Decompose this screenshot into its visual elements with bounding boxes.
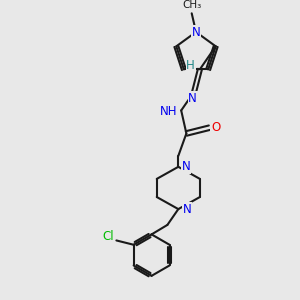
Text: H: H xyxy=(186,58,195,71)
Text: CH₃: CH₃ xyxy=(182,0,201,10)
Text: N: N xyxy=(188,92,197,105)
Text: NH: NH xyxy=(160,105,178,119)
Text: N: N xyxy=(183,202,191,216)
Text: Cl: Cl xyxy=(103,230,114,244)
Text: N: N xyxy=(192,26,200,38)
Text: O: O xyxy=(211,121,220,134)
Text: N: N xyxy=(182,160,191,173)
